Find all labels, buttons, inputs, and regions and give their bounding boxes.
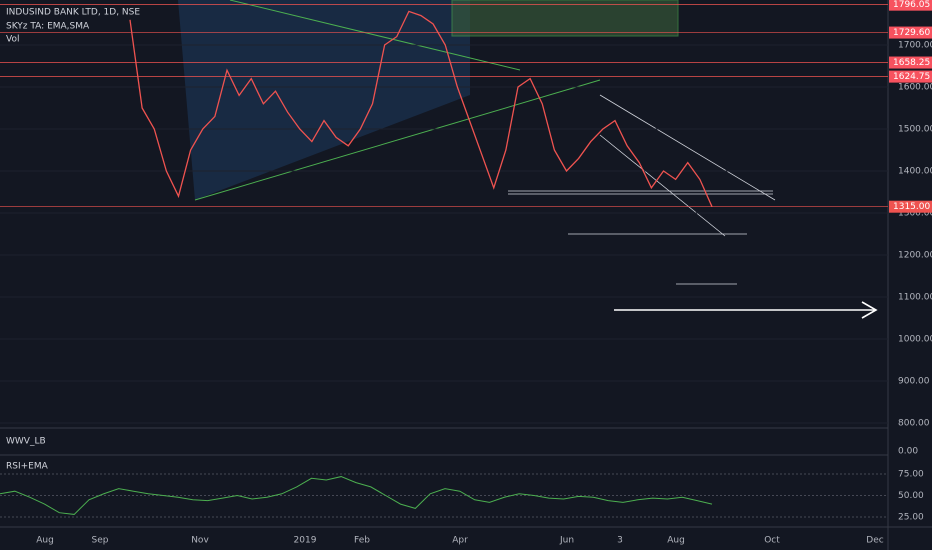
- price-tag-label: 1796.05: [893, 0, 930, 10]
- price-tag: [889, 26, 932, 39]
- legend-study: SKYz TA: EMA,SMA: [6, 22, 90, 32]
- legend-volume: Vol: [6, 35, 19, 45]
- rsi-line: [0, 476, 713, 515]
- price-axis-label: 900.00: [898, 377, 930, 387]
- price-tag: [889, 56, 932, 69]
- price-axis-label: 1700.00: [898, 41, 932, 51]
- price-axis-label: 1200.00: [898, 251, 932, 261]
- price-axis-label: 1300.00: [898, 209, 932, 219]
- trend-line: [194, 79, 601, 201]
- time-axis-label: Apr: [452, 536, 468, 546]
- price-tag: [889, 200, 932, 213]
- rsi-axis-label: 75.00: [898, 470, 924, 480]
- price-tag: [889, 0, 932, 11]
- time-axis-label: Jun: [559, 536, 574, 546]
- price-tag-label: 1624.75: [893, 72, 930, 82]
- price-axis-label: 1400.00: [898, 167, 932, 177]
- rsi-axis-label: 50.00: [898, 491, 924, 501]
- time-axis-label: 3: [617, 536, 623, 546]
- time-axis-label: Aug: [36, 536, 54, 546]
- time-axis-label: Aug: [667, 536, 685, 546]
- wwv-label: WWV_LB: [6, 437, 46, 447]
- rsi-axis-label: 25.00: [898, 513, 924, 523]
- price-axis-label: 1600.00: [898, 83, 932, 93]
- price-tag-label: 1315.00: [893, 202, 930, 212]
- channel-line: [599, 134, 726, 237]
- time-axis-label: 2019: [294, 536, 317, 546]
- price-axis-label: 1000.00: [898, 335, 932, 345]
- time-axis-label: Sep: [92, 536, 109, 546]
- time-axis-label: Feb: [354, 536, 370, 546]
- price-tag-label: 1658.25: [893, 58, 930, 68]
- channel-line: [599, 94, 776, 201]
- price-tag: [889, 70, 932, 83]
- price-line: [129, 10, 713, 207]
- arrow-head: [861, 301, 878, 319]
- time-axis-label: Oct: [764, 536, 780, 546]
- price-axis-label: 800.00: [898, 419, 930, 429]
- rsi-label: RSI+EMA: [6, 462, 49, 472]
- time-axis-label: Dec: [866, 536, 883, 546]
- time-axis-label: Nov: [191, 536, 209, 546]
- legend-symbol: INDUSIND BANK LTD, 1D, NSE: [6, 8, 140, 18]
- zone-box: [451, 0, 679, 37]
- triangle-drawing: [178, 0, 470, 200]
- trend-line: [229, 0, 521, 71]
- wwv-axis-label: 0.00: [898, 447, 918, 457]
- price-axis-label: 1100.00: [898, 293, 932, 303]
- price-tag-label: 1729.60: [893, 28, 930, 38]
- price-axis-label: 1500.00: [898, 125, 932, 135]
